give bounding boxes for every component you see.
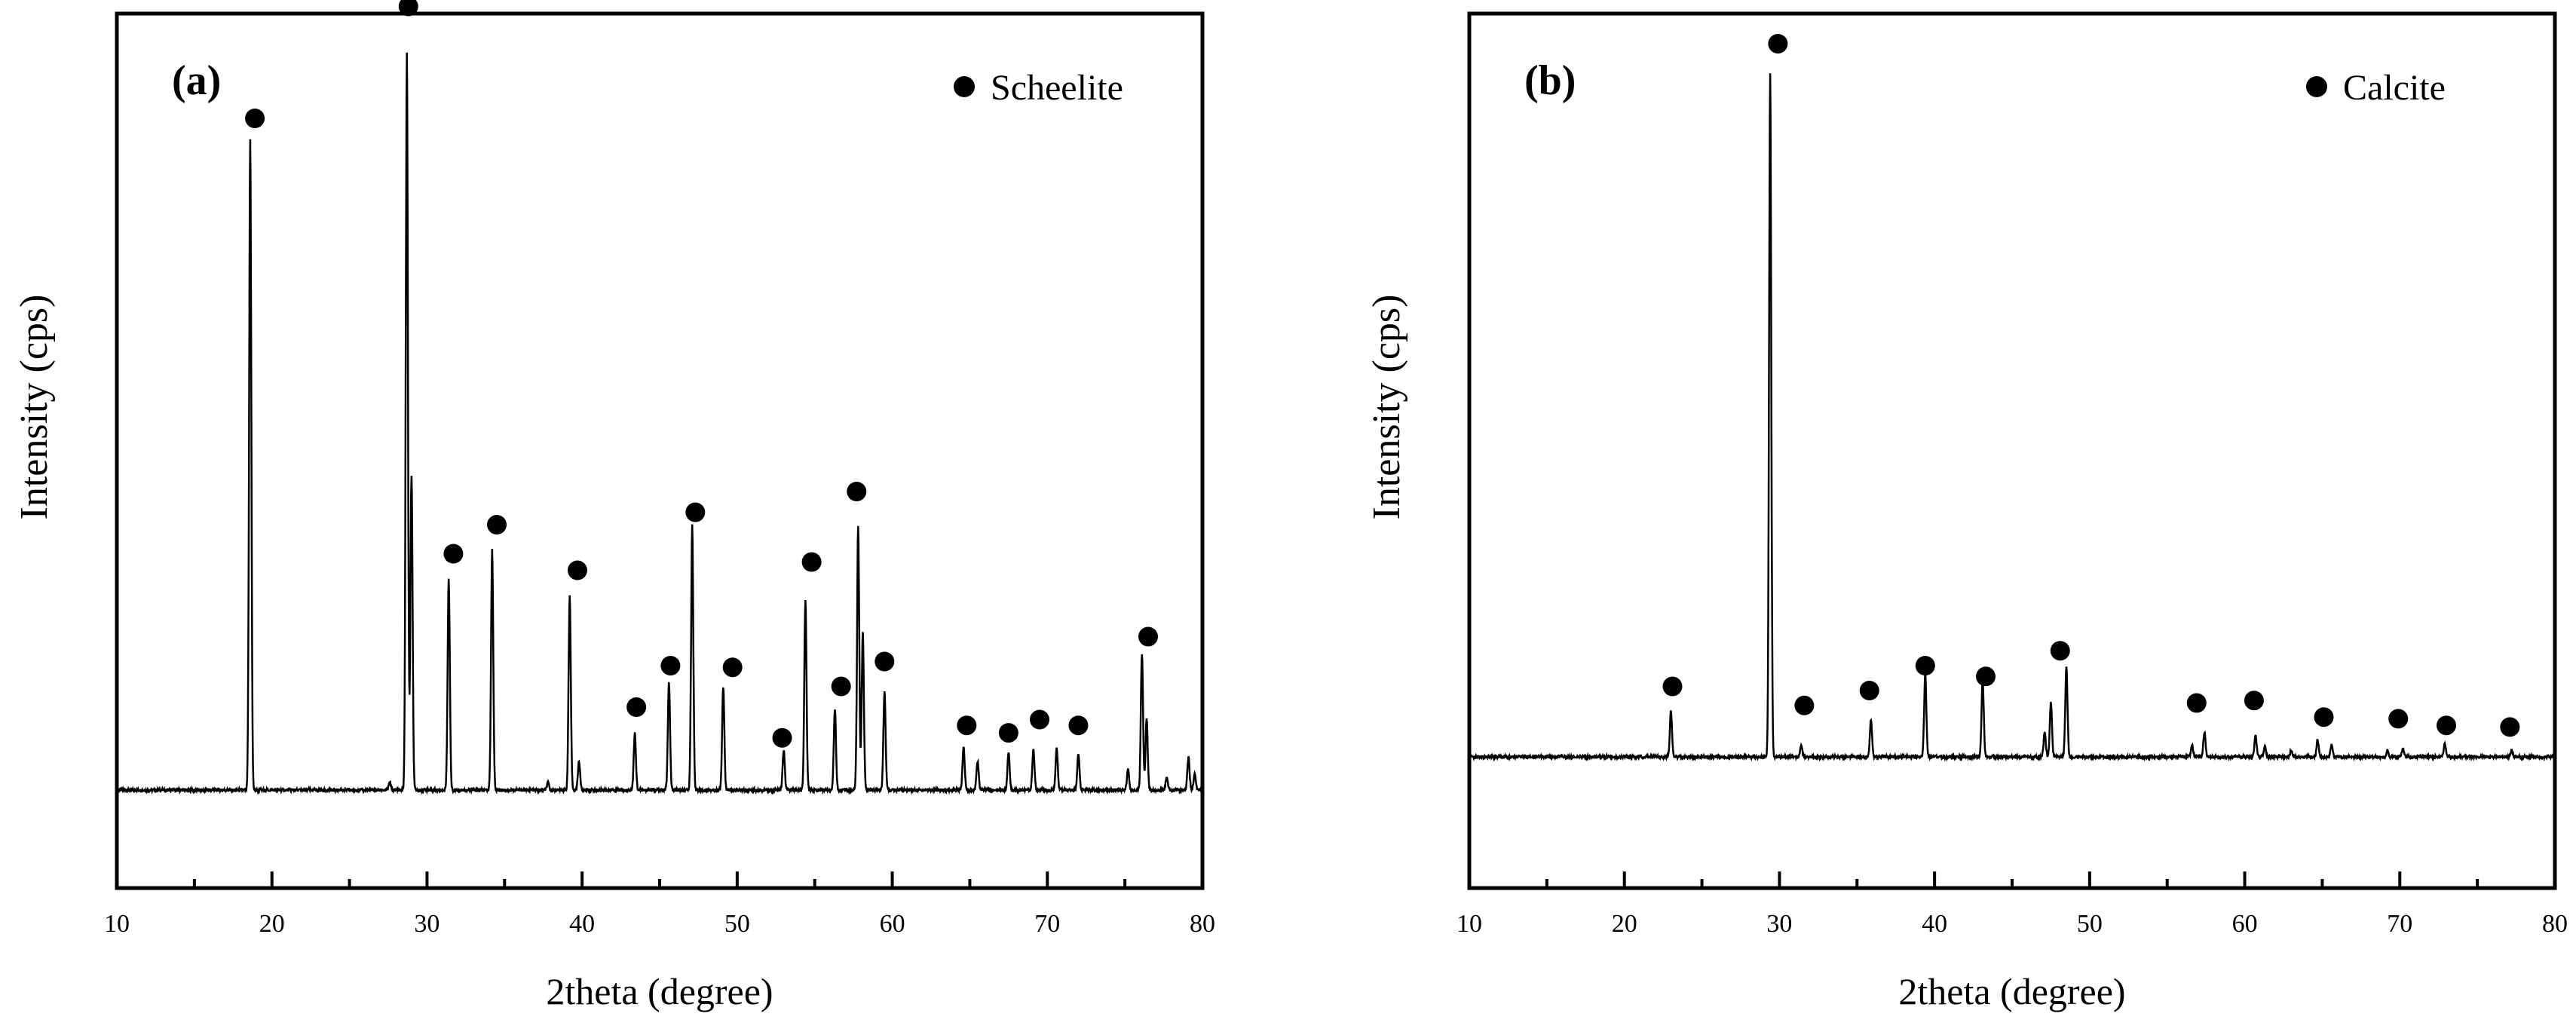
y-axis-label-a: Intensity (cps)	[13, 295, 56, 520]
x-tick-label: 30	[414, 910, 440, 938]
peak-marker	[1068, 715, 1089, 736]
peak-marker	[1859, 681, 1879, 700]
peak-marker	[2244, 691, 2264, 711]
x-tick-label: 10	[104, 910, 130, 938]
peak-marker	[2388, 709, 2409, 729]
x-tick-label: 60	[2232, 910, 2258, 938]
peak-marker	[2314, 707, 2334, 727]
x-tick-label: 40	[569, 910, 595, 938]
xrd-pattern-line-a	[115, 52, 1203, 795]
x-axis-label-a: 2theta (degree)	[546, 970, 773, 1012]
peak-marker	[1976, 666, 1996, 687]
panel-label-a: (a)	[172, 57, 221, 104]
x-tick-label: 80	[2542, 910, 2568, 938]
peak-marker	[487, 515, 507, 534]
peak-marker	[847, 482, 867, 501]
x-tick-label: 20	[1612, 910, 1637, 938]
peak-marker	[2437, 715, 2456, 736]
peak-markers-a	[245, 0, 1158, 748]
peak-marker	[2500, 717, 2520, 737]
x-tick-label: 50	[2077, 910, 2103, 938]
panel-b-calcite: 10 20 30 40 50 60 70 80 (b) Calcite 2theta (deg…	[1365, 11, 2568, 1012]
xrd-pattern-line-b	[1468, 73, 2556, 762]
peak-marker	[1794, 695, 1815, 715]
peak-marker	[831, 676, 851, 697]
x-tick-label: 30	[1766, 910, 1792, 938]
legend-label-a: Scheelite	[991, 68, 1123, 108]
peak-marker	[1662, 676, 1683, 697]
x-tick-label: 50	[724, 910, 750, 938]
panel-a-scheelite: 10 20 30 40 50 60 70 80 (a) Scheelite 2theta (d…	[13, 0, 1215, 1012]
x-tick-label: 40	[1922, 910, 1947, 938]
peak-marker	[874, 651, 895, 672]
y-axis-label-b: Intensity (cps)	[1365, 295, 1408, 520]
peak-marker	[722, 657, 743, 678]
peak-markers-b	[1662, 34, 2520, 737]
peak-marker	[245, 109, 265, 128]
peak-marker	[660, 656, 681, 675]
peak-marker	[1030, 709, 1049, 730]
peak-marker	[2186, 693, 2207, 713]
legend-marker-a	[954, 76, 975, 97]
x-axis-label-b: 2theta (degree)	[1898, 970, 2125, 1012]
peak-marker	[398, 0, 418, 17]
peak-marker	[957, 715, 977, 736]
legend-label-b: Calcite	[2343, 68, 2446, 108]
plot-frame-a	[115, 11, 1205, 890]
peak-marker	[1768, 34, 1788, 54]
peak-marker	[626, 697, 647, 717]
peak-marker	[801, 552, 822, 572]
x-tick-label: 70	[1034, 910, 1060, 938]
peak-marker	[1138, 626, 1158, 647]
x-tick-label: 80	[1190, 910, 1215, 938]
x-tick-label: 70	[2387, 910, 2412, 938]
peak-marker	[772, 727, 792, 748]
peak-marker	[1915, 656, 1935, 675]
legend-marker-b	[2306, 76, 2327, 97]
x-tick-label: 10	[1456, 910, 1482, 938]
peak-marker	[567, 560, 587, 580]
x-tick-label: 60	[880, 910, 905, 938]
peak-marker	[443, 544, 464, 564]
peak-marker	[998, 723, 1018, 743]
x-ticks-b	[1468, 871, 2556, 888]
peak-marker	[685, 502, 706, 522]
x-tick-label: 20	[259, 910, 285, 938]
peak-marker	[2050, 641, 2070, 661]
panel-label-b: (b)	[1524, 57, 1576, 104]
x-tick-labels-b: 10 20 30 40 50 60 70 80	[1456, 910, 2568, 938]
x-tick-labels-a: 10 20 30 40 50 60 70 80	[104, 910, 1215, 938]
x-ticks-a	[115, 871, 1204, 888]
